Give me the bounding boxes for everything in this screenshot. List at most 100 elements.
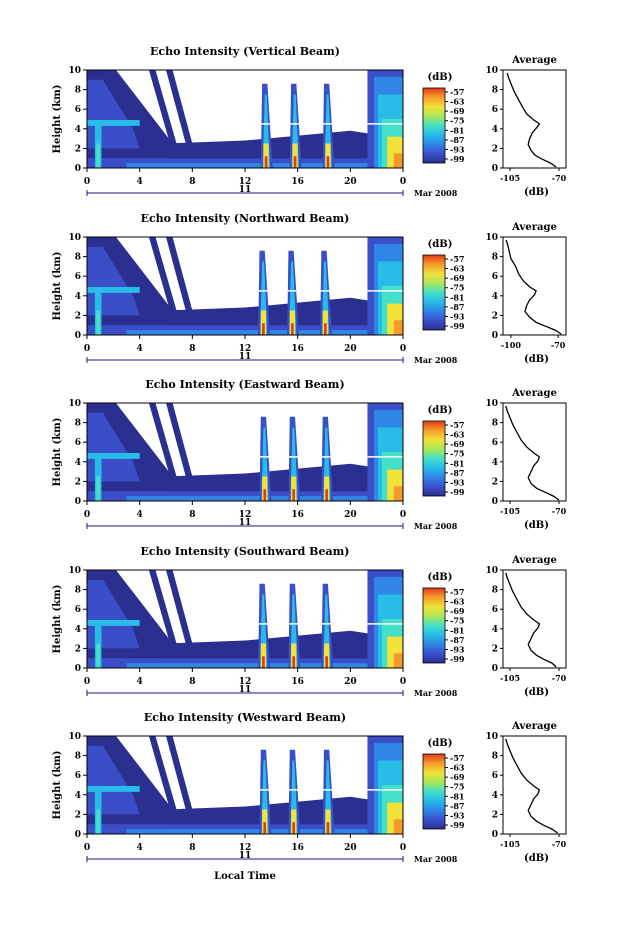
profile-y-tick-label: 10: [485, 66, 498, 76]
heatmap-spike-core: [262, 809, 268, 834]
colorbar-tick-label: -99: [450, 154, 465, 164]
y-tick-label: 4: [75, 791, 81, 801]
profile-y-tick-label: 4: [492, 791, 498, 801]
profile-title: Average: [511, 388, 557, 399]
profile-x-axis-label: (dB): [524, 520, 549, 531]
y-tick-label: 10: [68, 66, 81, 76]
x-tick-label: 0: [400, 677, 406, 687]
colorbar-tick-label: -81: [450, 791, 464, 801]
profile-y-tick-label: 0: [492, 664, 498, 674]
x-tick-label: 12: [239, 510, 252, 520]
profile-y-tick-label: 6: [492, 771, 498, 781]
heatmap-spike-core: [262, 656, 265, 668]
colorbar-tick-label: -69: [450, 439, 465, 449]
date-month-label: Mar 2008: [414, 188, 458, 198]
date-day-label: 11: [239, 851, 252, 861]
x-tick-label: 0: [84, 843, 90, 853]
colorbar-tick-label: -75: [450, 116, 464, 126]
heatmap-spike-core: [291, 809, 297, 834]
y-tick-label: 8: [75, 752, 81, 762]
y-tick-label: 6: [75, 605, 81, 615]
y-tick-label: 0: [75, 830, 81, 840]
colorbar-tick-label: -63: [450, 430, 465, 440]
colorbar-tick-label: -63: [450, 763, 465, 773]
y-tick-label: 10: [68, 566, 81, 576]
heatmap-spike-core: [324, 476, 330, 501]
y-tick-label: 10: [68, 399, 81, 409]
heatmap-band: [126, 829, 377, 834]
heatmap-spike-core: [325, 143, 331, 168]
x-tick-label: 4: [137, 843, 143, 853]
colorbar-tick-label: -63: [450, 264, 465, 274]
colorbar-tick-label: -93: [450, 144, 465, 154]
y-axis-label: Height (km): [52, 418, 63, 487]
heatmap-spike-core: [260, 310, 267, 335]
y-tick-label: 0: [75, 331, 81, 341]
heatmap-field: [87, 237, 403, 335]
profile-y-tick-label: 6: [492, 105, 498, 115]
panel-3: Echo Intensity (Eastward Beam) 0 2 4 6 8 10 Hei…: [52, 378, 567, 531]
x-tick-label: 0: [84, 510, 90, 520]
x-tick-label: 8: [189, 344, 195, 354]
heatmap-spike-core: [292, 143, 298, 168]
y-tick-label: 6: [75, 272, 81, 282]
profile-y-tick-label: 10: [485, 233, 498, 243]
x-tick-label: 16: [291, 510, 304, 520]
profile-y-tick-label: 4: [492, 125, 498, 135]
y-tick-label: 2: [75, 144, 81, 154]
heatmap-spike-core: [260, 643, 267, 668]
colorbar-tick-label: -69: [450, 606, 465, 616]
heatmap-spike-core: [292, 489, 296, 501]
y-tick-label: 0: [75, 497, 81, 507]
profile-y-tick-label: 6: [492, 272, 498, 282]
colorbar-tick-label: -87: [450, 635, 464, 645]
profile-x-tick-label: -105: [500, 506, 520, 516]
x-tick-label: 4: [137, 177, 143, 187]
date-month-label: Mar 2008: [414, 854, 458, 864]
y-axis-label: Height (km): [52, 85, 63, 154]
x-tick-label: 20: [344, 843, 357, 853]
heatmap-spike-core: [263, 489, 267, 501]
date-month-label: Mar 2008: [414, 355, 458, 365]
heatmap-streak: [148, 736, 177, 810]
colorbar-tick-label: -63: [450, 597, 465, 607]
profile-line: [505, 239, 562, 335]
heatmap-column: [96, 643, 101, 668]
colorbar-tick-label: -63: [450, 97, 465, 107]
profile-y-tick-label: 8: [492, 253, 498, 263]
date-month-label: Mar 2008: [414, 521, 458, 531]
profile-title: Average: [511, 55, 557, 66]
profile-y-tick-label: 8: [492, 752, 498, 762]
heatmap-spike-core: [326, 156, 330, 168]
profile-y-tick-label: 8: [492, 419, 498, 429]
heatmap-spike-core: [289, 310, 296, 335]
y-tick-label: 10: [68, 732, 81, 742]
colorbar-label: (dB): [428, 72, 453, 83]
x-tick-label: 16: [291, 677, 304, 687]
heatmap-streak: [148, 70, 177, 144]
heatmap-rain: [393, 320, 403, 335]
heatmap-layer: [87, 286, 140, 293]
panel-5: Echo Intensity (Westward Beam) 0 2 4 6 8 10 Hei…: [52, 711, 567, 864]
colorbar-tick-label: -87: [450, 302, 464, 312]
colorbar: [422, 254, 446, 331]
profile-y-tick-label: 0: [492, 830, 498, 840]
x-tick-label: 20: [344, 177, 357, 187]
heatmap-streak: [166, 736, 193, 810]
colorbar-tick-label: -99: [450, 487, 465, 497]
heatmap-layer: [87, 452, 140, 459]
panel-title: Echo Intensity (Westward Beam): [144, 711, 346, 724]
colorbar-tick-label: -75: [450, 616, 464, 626]
x-tick-label: 0: [400, 843, 406, 853]
y-tick-label: 4: [75, 458, 81, 468]
colorbar-tick-label: -75: [450, 449, 464, 459]
profile-line: [505, 738, 558, 834]
heatmap-band: [126, 330, 377, 335]
heatmap-spike-core: [263, 822, 267, 834]
panel-2: Echo Intensity (Northward Beam) 0 2 4 6 8 10 He…: [52, 212, 567, 365]
panel-title: Echo Intensity (Eastward Beam): [145, 378, 344, 391]
x-axis-label: Local Time: [214, 871, 276, 882]
colorbar-tick-label: -93: [450, 477, 465, 487]
heatmap-spike-core: [291, 476, 297, 501]
colorbar-tick-label: -69: [450, 273, 465, 283]
